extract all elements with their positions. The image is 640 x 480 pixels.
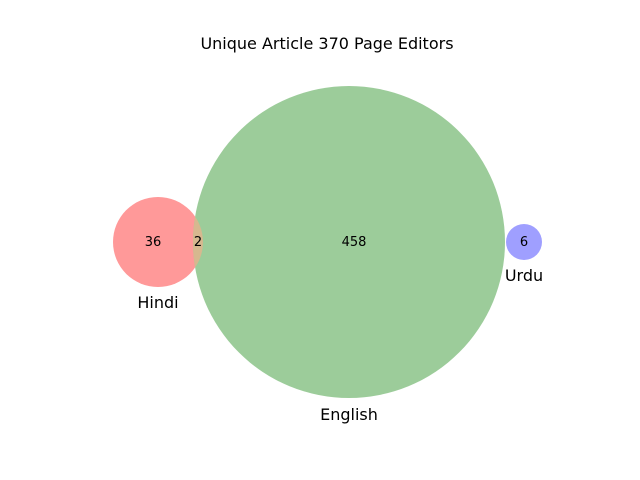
english-only-count: 458 — [342, 235, 367, 250]
urdu-set-label: Urdu — [505, 266, 543, 285]
hindi-circle — [113, 197, 203, 287]
hindi-english-count: 2 — [194, 235, 202, 250]
chart-title: Unique Article 370 Page Editors — [200, 34, 453, 53]
urdu-only-count: 6 — [520, 235, 528, 250]
english-set-label: English — [320, 405, 378, 424]
urdu-circle — [506, 224, 542, 260]
hindi-only-count: 36 — [145, 235, 162, 250]
hindi-set-label: Hindi — [137, 293, 178, 312]
english-circle — [193, 86, 505, 398]
